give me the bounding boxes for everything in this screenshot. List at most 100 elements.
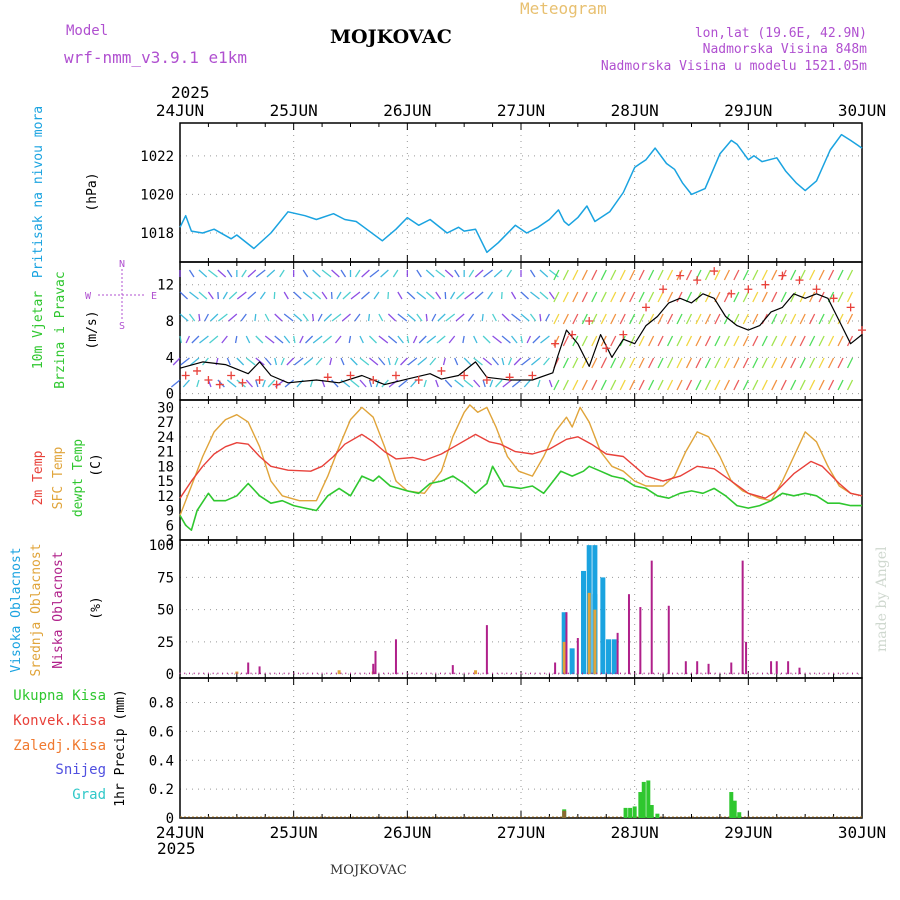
precip-y-tick: 0.2 <box>149 782 174 798</box>
wind-barb <box>562 313 569 325</box>
wind-barb <box>435 269 446 278</box>
wind-barb <box>255 379 259 388</box>
wind-y-tick: 8 <box>166 314 174 330</box>
precip-frame <box>179 677 863 819</box>
wind-barb <box>780 291 787 303</box>
wind-barb <box>581 379 588 391</box>
wind-barb <box>315 357 323 366</box>
wind-barb <box>361 291 370 300</box>
wind-barb <box>513 357 522 366</box>
wind-barb <box>191 335 200 344</box>
wind-barb <box>348 335 352 344</box>
cloud-frame <box>179 539 863 679</box>
wind-barb <box>676 379 683 391</box>
wind-gust-point <box>761 280 770 289</box>
wind-barb <box>638 379 645 391</box>
wind-barb <box>489 379 494 388</box>
wind-barb <box>523 379 531 388</box>
precip-y-tick: 0.4 <box>149 753 174 769</box>
wind-gust-point <box>346 371 355 380</box>
precip-y-tick: 0.6 <box>149 724 174 740</box>
wind-barb <box>685 357 693 369</box>
wind-barb <box>240 313 247 322</box>
pressure-line <box>179 133 863 254</box>
pressure-panel: 1018 1020 1022 <box>140 122 863 263</box>
cloud-unit: (%) <box>89 596 104 619</box>
wind-barb <box>548 291 555 300</box>
footer-location: MOJKOVAC <box>330 863 407 878</box>
wind-barb <box>293 291 302 300</box>
wind-barb <box>733 335 740 347</box>
wind-barb <box>188 269 195 278</box>
wind-gust-point <box>323 373 332 382</box>
wind-barb <box>426 335 437 344</box>
wind-barb <box>666 379 674 391</box>
wind-barb <box>581 357 588 369</box>
precip-bar <box>737 812 742 818</box>
wind-barb <box>266 269 276 278</box>
wind-barb <box>733 269 740 281</box>
cloud-bar <box>707 663 710 675</box>
wind-barb <box>474 291 484 300</box>
wind-barb <box>629 335 636 347</box>
cloud-bar <box>337 670 341 675</box>
wind-barb <box>761 357 768 369</box>
wind-barb <box>846 357 854 369</box>
wind-barb <box>581 313 588 325</box>
wind-barb <box>752 291 759 303</box>
wind-barb <box>581 291 588 303</box>
wind-barb <box>837 269 844 281</box>
pressure-y-tick: 1018 <box>140 226 174 242</box>
wind-barb <box>530 291 540 300</box>
wind-barb <box>406 335 410 344</box>
wind-barb <box>771 335 778 347</box>
cloud-bar <box>684 661 687 675</box>
wind-barb <box>367 313 371 322</box>
wind-barb <box>445 313 456 322</box>
wind-barb <box>506 269 513 278</box>
temp-y-tick: 27 <box>157 415 174 431</box>
wind-barb <box>468 269 475 278</box>
wind-barb <box>828 379 835 391</box>
wind-barb <box>714 313 721 325</box>
wind-barb <box>350 357 358 366</box>
wind-barb <box>331 313 342 322</box>
cloud-y-tick: 50 <box>157 603 174 619</box>
wind-barb <box>170 379 181 388</box>
precip-ylabel: 1hr Precip (mm) <box>113 689 128 806</box>
wind-barb <box>510 291 517 300</box>
wind-barb <box>378 313 384 322</box>
wind-barb <box>610 379 617 391</box>
wind-barb <box>600 291 607 303</box>
pressure-y-tick: 1022 <box>140 149 174 165</box>
wind-barb <box>482 379 486 388</box>
wind-barb <box>809 313 816 325</box>
wind-barb <box>340 269 347 278</box>
wind-barb <box>685 379 693 391</box>
wind-gust-point <box>744 285 753 294</box>
wind-barb <box>286 357 295 366</box>
wind-barb <box>448 335 456 344</box>
wind-barb <box>676 291 683 303</box>
cloud-bar <box>247 662 250 675</box>
wind-barb <box>425 313 428 322</box>
x-tick-top: 26JUN <box>383 101 431 120</box>
watermark: made by Angel <box>874 546 890 652</box>
precip-legend-snow: Snijeg <box>55 762 106 778</box>
wind-barb <box>790 357 797 369</box>
wind-barb <box>733 357 740 369</box>
wind-barb <box>676 313 683 325</box>
wind-barb <box>350 379 360 388</box>
wind-barb <box>837 379 844 391</box>
wind-barb <box>259 291 266 300</box>
wind-barb <box>657 335 664 347</box>
wind-barb <box>790 335 797 347</box>
cloud-bar <box>627 594 630 675</box>
cloud-bar <box>667 605 670 675</box>
wind-barb <box>359 379 367 388</box>
wind-barb <box>202 357 209 366</box>
wind-barb <box>619 313 626 325</box>
wind-barb <box>463 379 474 388</box>
wind-barb <box>245 357 256 366</box>
wind-ylabel-1: 10m Vjetar <box>31 291 46 369</box>
